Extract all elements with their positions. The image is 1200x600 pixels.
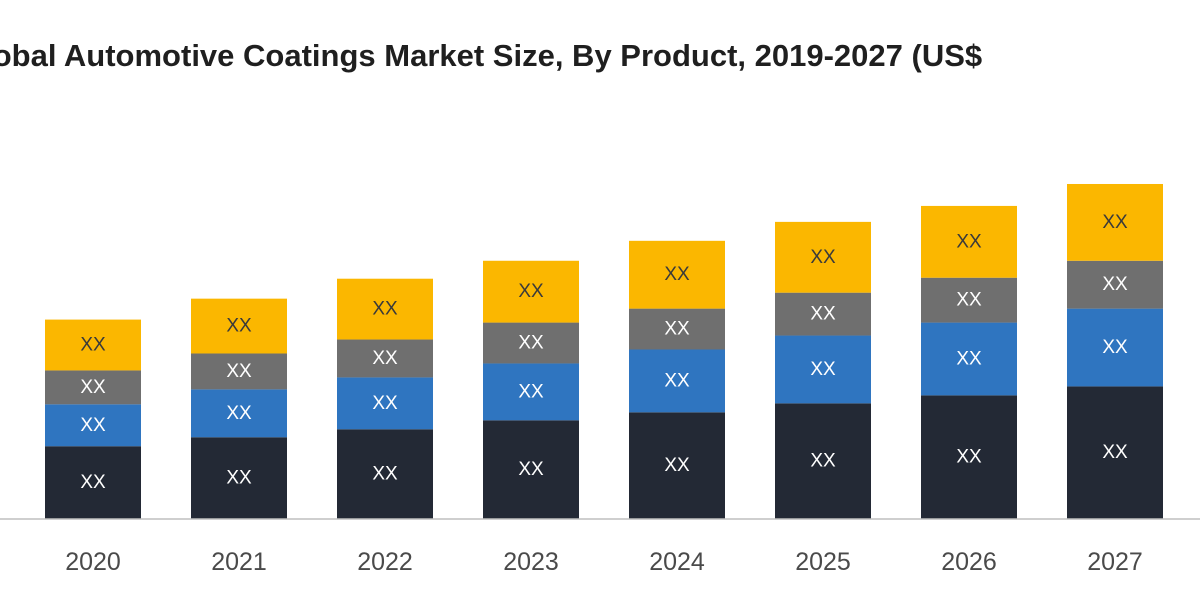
bar-segment-2020-series-4	[45, 319, 141, 371]
x-tick-label-2022: 2022	[357, 548, 413, 576]
bar-segment-2025-series-1	[775, 403, 871, 519]
data-label-2024-series-1: XX	[664, 455, 690, 476]
data-label-2024-series-4: XX	[664, 264, 690, 285]
bar-segment-2024-series-2	[629, 349, 725, 413]
bar-segment-2023-series-4	[483, 260, 579, 323]
bars-layer: XX XX XX XX XX XX XX XX XX XX XX XX XX XX XX XX XX XX XX XX…	[45, 183, 1163, 519]
data-label-2022-series-1: XX	[372, 464, 398, 485]
bar-segment-2021-series-1	[191, 437, 287, 519]
data-label-2026-series-4: XX	[956, 231, 982, 252]
bar-segment-2022-series-4	[337, 278, 433, 340]
data-label-2023-series-2: XX	[518, 381, 544, 402]
data-label-2026-series-1: XX	[956, 447, 982, 468]
data-label-2027-series-2: XX	[1102, 337, 1128, 358]
data-label-2024-series-3: XX	[664, 319, 690, 340]
data-label-2025-series-1: XX	[810, 451, 836, 472]
bar-segment-2025-series-2	[775, 335, 871, 404]
bar-segment-2020-series-1	[45, 446, 141, 519]
bar-segment-2024-series-3	[629, 308, 725, 350]
x-tick-label-2026: 2026	[941, 548, 997, 576]
bar-segment-2027-series-4	[1067, 183, 1163, 261]
x-axis-ticks: 2020 2021 2022 2023 2024 2025 2026 2027	[65, 548, 1143, 576]
data-label-2027-series-4: XX	[1102, 212, 1128, 233]
x-tick-label-2021: 2021	[211, 548, 267, 576]
data-label-2024-series-2: XX	[664, 370, 690, 391]
data-label-2021-series-4: XX	[226, 316, 252, 337]
data-label-2022-series-2: XX	[372, 393, 398, 414]
bar-segment-2027-series-1	[1067, 386, 1163, 519]
bar-segment-2026-series-3	[921, 277, 1017, 323]
x-tick-label-2024: 2024	[649, 548, 705, 576]
x-tick-label-2023: 2023	[503, 548, 559, 576]
data-label-2022-series-3: XX	[372, 348, 398, 369]
bar-segment-2026-series-2	[921, 322, 1017, 396]
x-tick-label-2020: 2020	[65, 548, 121, 576]
bar-segment-2023-series-1	[483, 420, 579, 519]
data-label-2022-series-4: XX	[372, 299, 398, 320]
data-label-2026-series-3: XX	[956, 290, 982, 311]
bar-segment-2027-series-3	[1067, 260, 1163, 309]
data-label-2027-series-1: XX	[1102, 442, 1128, 463]
x-tick-label-2027: 2027	[1087, 548, 1143, 576]
data-label-2025-series-2: XX	[810, 359, 836, 380]
bar-segment-2025-series-3	[775, 292, 871, 336]
data-label-2023-series-3: XX	[518, 333, 544, 354]
data-label-2027-series-3: XX	[1102, 274, 1128, 295]
bar-segment-2024-series-1	[629, 412, 725, 519]
bar-segment-2021-series-2	[191, 389, 287, 438]
data-label-2023-series-1: XX	[518, 459, 544, 480]
data-label-2020-series-4: XX	[80, 335, 106, 356]
data-label-2021-series-2: XX	[226, 403, 252, 424]
bar-segment-2021-series-4	[191, 298, 287, 354]
chart-title: Global Automotive Coatings Market Size, …	[0, 38, 983, 73]
bar-segment-2024-series-4	[629, 240, 725, 309]
x-tick-label-2025: 2025	[795, 548, 851, 576]
bar-segment-2026-series-1	[921, 395, 1017, 519]
data-label-2021-series-3: XX	[226, 361, 252, 382]
bar-segment-2023-series-3	[483, 322, 579, 364]
data-label-2020-series-3: XX	[80, 377, 106, 398]
data-label-2020-series-2: XX	[80, 415, 106, 436]
bar-segment-2022-series-3	[337, 339, 433, 378]
data-label-2025-series-4: XX	[810, 247, 836, 268]
bar-segment-2026-series-4	[921, 205, 1017, 278]
bar-segment-2020-series-3	[45, 370, 141, 405]
data-label-2025-series-3: XX	[810, 304, 836, 325]
bar-segment-2022-series-1	[337, 429, 433, 519]
bar-segment-2023-series-2	[483, 363, 579, 421]
bar-segment-2027-series-2	[1067, 308, 1163, 387]
bar-segment-2020-series-2	[45, 404, 141, 447]
bar-segment-2022-series-2	[337, 377, 433, 430]
bar-segment-2025-series-4	[775, 221, 871, 293]
data-label-2021-series-1: XX	[226, 468, 252, 489]
data-label-2020-series-1: XX	[80, 472, 106, 493]
bar-segment-2021-series-3	[191, 353, 287, 390]
data-label-2023-series-4: XX	[518, 281, 544, 302]
data-label-2026-series-2: XX	[956, 348, 982, 369]
